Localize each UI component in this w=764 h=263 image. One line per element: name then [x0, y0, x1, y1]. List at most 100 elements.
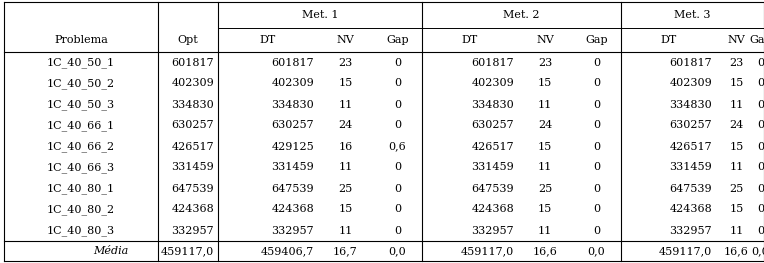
Text: 0: 0	[593, 184, 600, 194]
Text: 0: 0	[593, 225, 600, 235]
Text: 0: 0	[394, 163, 401, 173]
Text: 0: 0	[394, 120, 401, 130]
Text: 0: 0	[593, 163, 600, 173]
Text: 331459: 331459	[271, 163, 314, 173]
Text: 0: 0	[394, 225, 401, 235]
Text: DT: DT	[660, 35, 677, 45]
Text: 1C_40_80_3: 1C_40_80_3	[47, 225, 115, 236]
Text: 0: 0	[593, 99, 600, 109]
Text: 0: 0	[394, 78, 401, 89]
Text: 630257: 630257	[471, 120, 514, 130]
Text: 402309: 402309	[669, 78, 712, 89]
Text: 331459: 331459	[471, 163, 514, 173]
Text: 1C_40_66_2: 1C_40_66_2	[47, 141, 115, 152]
Text: 16,7: 16,7	[333, 246, 358, 256]
Text: 24: 24	[730, 120, 743, 130]
Text: 25: 25	[730, 184, 743, 194]
Text: 0: 0	[757, 78, 764, 89]
Text: 429125: 429125	[271, 141, 314, 151]
Text: 426517: 426517	[171, 141, 214, 151]
Text: 334830: 334830	[471, 99, 514, 109]
Text: 424368: 424368	[669, 205, 712, 215]
Text: 11: 11	[730, 225, 743, 235]
Text: 426517: 426517	[471, 141, 514, 151]
Text: 0,0: 0,0	[752, 246, 764, 256]
Text: 1C_40_80_2: 1C_40_80_2	[47, 204, 115, 215]
Text: 11: 11	[538, 99, 552, 109]
Text: 601817: 601817	[471, 58, 514, 68]
Text: Problema: Problema	[54, 35, 108, 45]
Text: 25: 25	[338, 184, 353, 194]
Text: Média: Média	[93, 246, 128, 256]
Text: 0,0: 0,0	[389, 246, 406, 256]
Text: 630257: 630257	[669, 120, 712, 130]
Text: 647539: 647539	[471, 184, 514, 194]
Text: 601817: 601817	[669, 58, 712, 68]
Text: 331459: 331459	[171, 163, 214, 173]
Text: 424368: 424368	[471, 205, 514, 215]
Text: 334830: 334830	[271, 99, 314, 109]
Text: 334830: 334830	[669, 99, 712, 109]
Text: 332957: 332957	[471, 225, 514, 235]
Text: 331459: 331459	[669, 163, 712, 173]
Text: 601817: 601817	[271, 58, 314, 68]
Text: 601817: 601817	[171, 58, 214, 68]
Text: 23: 23	[730, 58, 743, 68]
Text: 459117,0: 459117,0	[160, 246, 214, 256]
Text: 11: 11	[538, 163, 552, 173]
Text: 15: 15	[730, 141, 743, 151]
Text: 0: 0	[757, 184, 764, 194]
Text: 0,0: 0,0	[588, 246, 605, 256]
Text: 630257: 630257	[271, 120, 314, 130]
Text: 15: 15	[730, 205, 743, 215]
Text: 0: 0	[394, 99, 401, 109]
Text: 402309: 402309	[471, 78, 514, 89]
Text: Met. 1: Met. 1	[302, 10, 338, 20]
Text: DT: DT	[462, 35, 478, 45]
Text: 16: 16	[338, 141, 353, 151]
Text: 0: 0	[757, 225, 764, 235]
Text: DT: DT	[260, 35, 276, 45]
Text: NV: NV	[536, 35, 554, 45]
Text: 16,6: 16,6	[533, 246, 558, 256]
Text: 647539: 647539	[669, 184, 712, 194]
Text: 332957: 332957	[271, 225, 314, 235]
Text: 0: 0	[593, 120, 600, 130]
Text: 0: 0	[757, 141, 764, 151]
Text: 1C_40_50_2: 1C_40_50_2	[47, 78, 115, 89]
Text: Met. 2: Met. 2	[503, 10, 539, 20]
Text: 334830: 334830	[171, 99, 214, 109]
Text: 0: 0	[757, 120, 764, 130]
Text: 0: 0	[757, 58, 764, 68]
Text: 1C_40_66_1: 1C_40_66_1	[47, 120, 115, 131]
Text: 0: 0	[757, 163, 764, 173]
Text: NV: NV	[727, 35, 746, 45]
Text: 402309: 402309	[271, 78, 314, 89]
Text: 0,6: 0,6	[389, 141, 406, 151]
Text: 15: 15	[538, 141, 552, 151]
Text: 11: 11	[730, 163, 743, 173]
Text: 424368: 424368	[271, 205, 314, 215]
Text: 11: 11	[730, 99, 743, 109]
Text: 402309: 402309	[171, 78, 214, 89]
Text: 16,6: 16,6	[724, 246, 749, 256]
Text: 11: 11	[538, 225, 552, 235]
Text: 647539: 647539	[171, 184, 214, 194]
Text: 24: 24	[338, 120, 353, 130]
Text: 11: 11	[338, 163, 353, 173]
Text: 0: 0	[394, 58, 401, 68]
Text: 459117,0: 459117,0	[659, 246, 712, 256]
Text: 459117,0: 459117,0	[461, 246, 514, 256]
Text: 0: 0	[757, 99, 764, 109]
Text: Gap: Gap	[749, 35, 764, 45]
Text: 459406,7: 459406,7	[261, 246, 314, 256]
Text: 25: 25	[538, 184, 552, 194]
Text: 1C_40_50_1: 1C_40_50_1	[47, 57, 115, 68]
Text: 0: 0	[593, 58, 600, 68]
Text: 1C_40_66_3: 1C_40_66_3	[47, 162, 115, 173]
Text: 15: 15	[338, 205, 353, 215]
Text: 0: 0	[593, 78, 600, 89]
Text: 11: 11	[338, 225, 353, 235]
Text: 11: 11	[338, 99, 353, 109]
Text: 1C_40_80_1: 1C_40_80_1	[47, 183, 115, 194]
